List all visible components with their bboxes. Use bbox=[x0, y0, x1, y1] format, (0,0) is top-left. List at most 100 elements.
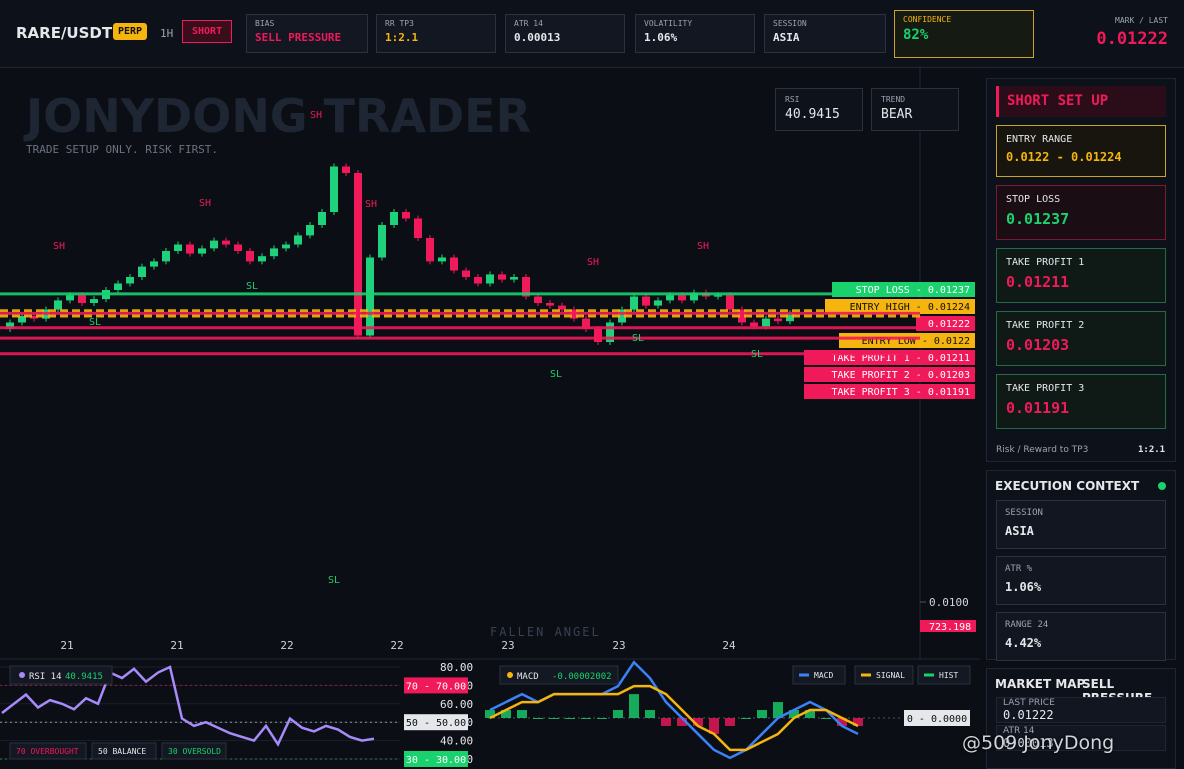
candle bbox=[330, 166, 338, 212]
side: SHORT bbox=[182, 20, 233, 43]
candle bbox=[306, 225, 314, 236]
level-label: TAKE PROFIT 1 - 0.01211 bbox=[832, 353, 970, 364]
candle bbox=[114, 283, 122, 290]
macd-zero-tag bbox=[904, 710, 970, 726]
legend-label: MACD bbox=[814, 671, 833, 680]
rsi-level-label: 70 - 70.00 bbox=[406, 681, 466, 692]
rsi-button: 30 OVERSOLD bbox=[168, 747, 221, 756]
candle bbox=[342, 166, 350, 173]
level-tag bbox=[916, 316, 975, 331]
macd-hist bbox=[549, 718, 559, 719]
macd-hist bbox=[581, 718, 591, 719]
setup-title: SHORT SET UP bbox=[996, 86, 1166, 117]
candle bbox=[210, 240, 218, 249]
footer-watermark: FALLEN ANGEL bbox=[490, 625, 601, 639]
swing-marker: SH bbox=[310, 110, 322, 121]
trend-box-value: BEAR bbox=[881, 107, 913, 122]
macd-hist bbox=[613, 710, 623, 718]
trend-box-label: TREND bbox=[881, 95, 906, 104]
candle bbox=[234, 244, 242, 251]
rsi-button: 50 BALANCE bbox=[98, 747, 146, 756]
rsi-button-bg bbox=[9, 742, 87, 760]
entry-box: ENTRY RANGE 0.0122 - 0.01224 bbox=[996, 125, 1166, 177]
level-label: TAKE PROFIT 2 - 0.01203 bbox=[832, 370, 970, 381]
candle bbox=[762, 318, 770, 327]
candle bbox=[270, 248, 278, 257]
legend-bg bbox=[917, 665, 971, 685]
level-tag bbox=[825, 299, 975, 314]
legend-label: HIST bbox=[939, 671, 958, 680]
candle bbox=[498, 274, 506, 280]
candle bbox=[66, 295, 74, 301]
market-label: ATR 14 bbox=[1003, 726, 1035, 736]
candle bbox=[54, 300, 62, 310]
swing-marker: SL bbox=[751, 349, 763, 360]
rsi-level-label: 50 - 50.00 bbox=[406, 718, 466, 729]
candle bbox=[714, 295, 722, 297]
card-value: 1.06% bbox=[644, 31, 678, 44]
candle bbox=[582, 318, 590, 329]
swing-marker: SH bbox=[53, 241, 65, 252]
market-map-title: MARKET MAP bbox=[995, 677, 1086, 691]
rsi-box-label: RSI bbox=[785, 95, 800, 104]
mark: MARK / LAST 0.01222 bbox=[1096, 16, 1168, 49]
pair: RARE/USDT bbox=[16, 24, 113, 42]
candle bbox=[594, 329, 602, 342]
candle bbox=[390, 212, 398, 225]
macd-hist bbox=[709, 718, 719, 734]
rsi-box: RSI 40.9415 bbox=[775, 88, 863, 131]
candle bbox=[222, 240, 230, 245]
context-item: RANGE 24 4.42% bbox=[996, 612, 1166, 661]
candle bbox=[282, 244, 290, 249]
swing-marker: SL bbox=[89, 317, 101, 328]
timeframe[interactable]: 1H bbox=[160, 27, 174, 40]
x-tick-label: 23 bbox=[501, 639, 514, 652]
tp-value: 0.01211 bbox=[1006, 273, 1070, 291]
rsi-button: 70 OVERBOUGHT bbox=[16, 747, 79, 756]
rsi-tick-label: 80.00 bbox=[440, 661, 473, 674]
legend-bg bbox=[854, 665, 914, 685]
tp-label: TAKE PROFIT 3 bbox=[1006, 383, 1085, 394]
candle bbox=[630, 296, 638, 310]
y-tick-label: 0.0100 bbox=[929, 596, 969, 609]
header-card: BIAS SELL PRESSURE bbox=[246, 14, 368, 53]
macd-zero-label: 0 - 0.0000 bbox=[907, 714, 967, 725]
macd-hist bbox=[773, 702, 783, 718]
tp-label: TAKE PROFIT 2 bbox=[1006, 320, 1085, 331]
context-title: EXECUTION CONTEXT bbox=[995, 479, 1140, 493]
candle bbox=[198, 248, 206, 254]
candle bbox=[366, 257, 374, 336]
volume-label: 723.198 bbox=[929, 622, 971, 633]
candle bbox=[90, 299, 98, 303]
tp-box: TAKE PROFIT 2 0.01203 bbox=[996, 311, 1166, 366]
candle bbox=[666, 295, 674, 301]
market-label: LAST PRICE bbox=[1003, 698, 1055, 708]
x-tick-label: 23 bbox=[612, 639, 625, 652]
swing-marker: SH bbox=[199, 198, 211, 209]
market-value: 0.01222 bbox=[1003, 708, 1054, 722]
tp-value: 0.01191 bbox=[1006, 399, 1070, 417]
rsi-level-tag bbox=[404, 714, 468, 731]
legend-bg bbox=[792, 665, 846, 685]
macd-hist bbox=[565, 718, 575, 719]
context-item: SESSION ASIA bbox=[996, 500, 1166, 549]
rsi-level-label: 30 - 30.00 bbox=[406, 755, 466, 766]
context-value: 4.42% bbox=[1005, 636, 1042, 650]
candle bbox=[726, 295, 734, 310]
level-tag bbox=[832, 282, 975, 297]
context-value: ASIA bbox=[1005, 524, 1034, 538]
macd-hist bbox=[517, 710, 527, 718]
card-value: 0.00013 bbox=[514, 31, 561, 44]
tp-box: TAKE PROFIT 3 0.01191 bbox=[996, 374, 1166, 429]
rsi-box-value: 40.9415 bbox=[785, 107, 840, 122]
candle bbox=[750, 322, 758, 327]
macd-hist bbox=[501, 710, 511, 718]
candle bbox=[678, 295, 686, 301]
level-label: ENTRY LOW - 0.0122 bbox=[862, 336, 970, 347]
rsi-legend-bg bbox=[9, 665, 113, 685]
market-item: LAST PRICE 0.01222 bbox=[996, 697, 1166, 723]
macd-hist bbox=[805, 710, 815, 718]
rsi-tick-label: 40.00 bbox=[440, 735, 473, 748]
candle bbox=[378, 225, 386, 258]
